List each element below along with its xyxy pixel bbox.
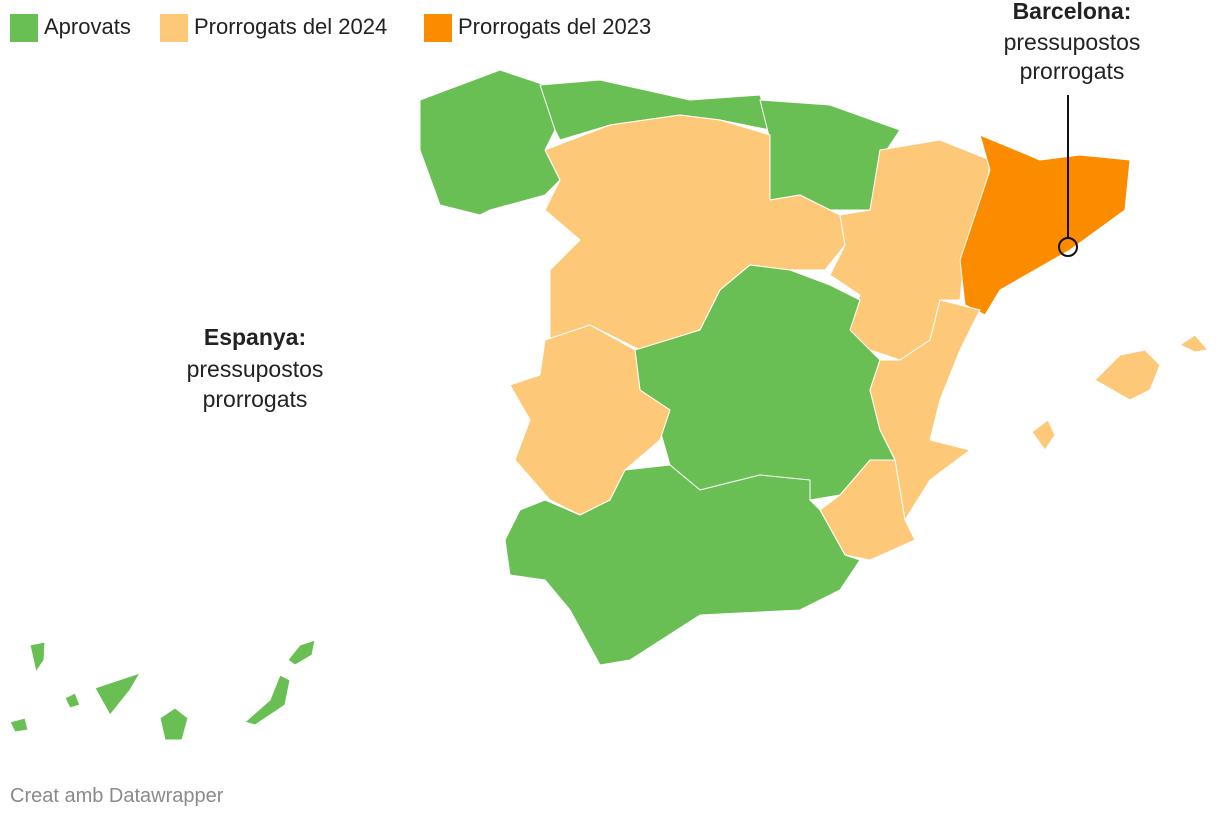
region <box>959 134 1131 316</box>
annotation-title: Barcelona: <box>1013 0 1132 24</box>
region <box>1179 334 1209 353</box>
annotation-text: prorrogats <box>203 386 308 412</box>
annotation-title: Espanya: <box>204 324 306 350</box>
region <box>1031 419 1056 451</box>
legend-swatch <box>10 14 38 42</box>
region <box>1094 349 1161 401</box>
region <box>287 639 316 666</box>
legend: Aprovats Prorrogats del 2024 Prorrogats … <box>10 14 651 42</box>
annotation-marker <box>1058 237 1078 257</box>
footer: Creat amb Datawrapper <box>10 785 224 807</box>
region <box>29 641 46 673</box>
region <box>419 69 561 216</box>
legend-label: Aprovats <box>44 14 131 39</box>
legend-label: Prorrogats del 2023 <box>458 14 651 39</box>
region <box>509 324 671 516</box>
legend-swatch <box>424 14 452 42</box>
region <box>159 707 189 741</box>
annotation-text: prorrogats <box>1020 58 1125 84</box>
annotation-text: pressupostos <box>1004 29 1141 55</box>
legend-label: Prorrogats del 2024 <box>194 14 387 39</box>
region <box>504 464 861 666</box>
region <box>94 672 141 716</box>
region <box>9 717 29 733</box>
annotation-text: pressupostos <box>187 356 324 382</box>
annotation-espanya: Espanya: pressupostos prorrogats <box>187 324 324 412</box>
regions <box>9 69 1209 741</box>
region <box>244 674 291 726</box>
legend-swatch <box>160 14 188 42</box>
region <box>819 459 916 561</box>
annotation-barcelona: Barcelona: pressupostos prorrogats <box>1004 0 1141 257</box>
region <box>64 692 81 709</box>
